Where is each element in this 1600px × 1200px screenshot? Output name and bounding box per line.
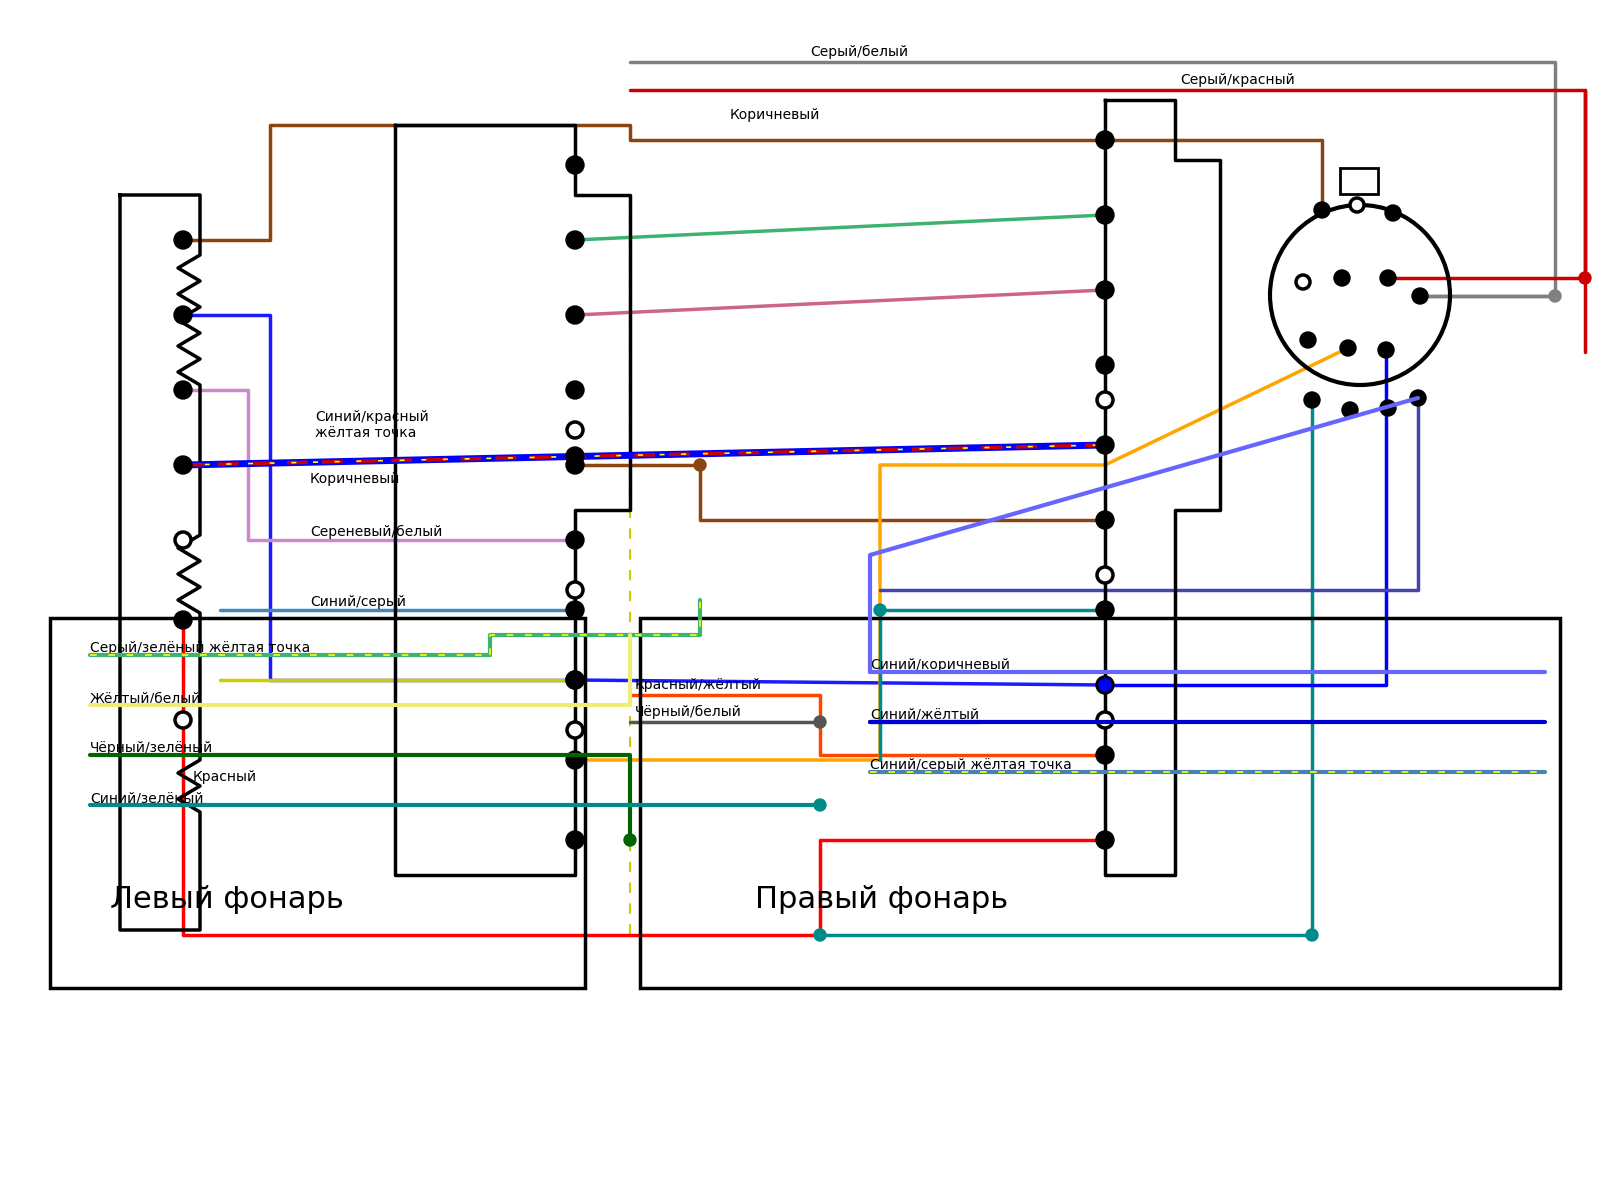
Circle shape bbox=[1386, 205, 1402, 221]
Circle shape bbox=[566, 156, 584, 174]
Circle shape bbox=[1342, 402, 1358, 418]
Circle shape bbox=[566, 382, 584, 398]
Bar bbox=[50, 618, 586, 988]
Circle shape bbox=[566, 422, 582, 438]
Circle shape bbox=[566, 751, 584, 769]
Circle shape bbox=[566, 230, 584, 248]
Circle shape bbox=[1096, 676, 1114, 694]
Circle shape bbox=[174, 456, 192, 474]
Text: Синий/зелёный: Синий/зелёный bbox=[90, 791, 203, 805]
Circle shape bbox=[1096, 511, 1114, 529]
Circle shape bbox=[694, 458, 706, 470]
Circle shape bbox=[1378, 342, 1394, 358]
Circle shape bbox=[1096, 356, 1114, 374]
Circle shape bbox=[566, 582, 582, 598]
Circle shape bbox=[566, 601, 584, 619]
Circle shape bbox=[814, 716, 826, 728]
Circle shape bbox=[566, 446, 584, 464]
Text: Синий/серый жёлтая точка: Синий/серый жёлтая точка bbox=[870, 758, 1072, 772]
Circle shape bbox=[566, 671, 584, 689]
Circle shape bbox=[1098, 712, 1114, 728]
Circle shape bbox=[1549, 290, 1562, 302]
Circle shape bbox=[174, 306, 192, 324]
Text: Чёрный/белый: Чёрный/белый bbox=[635, 704, 742, 719]
Text: Серый/белый: Серый/белый bbox=[810, 44, 909, 59]
Circle shape bbox=[1579, 272, 1590, 284]
Circle shape bbox=[174, 611, 192, 629]
Circle shape bbox=[1099, 679, 1110, 691]
Text: Синий/красный
жёлтая точка: Синий/красный жёлтая точка bbox=[315, 410, 429, 440]
Text: Синий/коричневый: Синий/коричневый bbox=[870, 658, 1010, 672]
Circle shape bbox=[566, 671, 584, 689]
Circle shape bbox=[1096, 436, 1114, 454]
Circle shape bbox=[1096, 131, 1114, 149]
Text: Красный/жёлтый: Красный/жёлтый bbox=[635, 678, 762, 692]
Circle shape bbox=[566, 456, 584, 474]
Text: Синий/серый: Синий/серый bbox=[310, 595, 406, 608]
Circle shape bbox=[1098, 392, 1114, 408]
Circle shape bbox=[174, 532, 190, 548]
Text: Красный: Красный bbox=[194, 770, 258, 784]
Circle shape bbox=[174, 712, 190, 728]
Circle shape bbox=[1314, 202, 1330, 218]
Circle shape bbox=[1098, 566, 1114, 583]
Circle shape bbox=[1096, 830, 1114, 850]
Circle shape bbox=[1096, 601, 1114, 619]
Circle shape bbox=[566, 306, 584, 324]
Circle shape bbox=[1379, 270, 1395, 286]
Text: Синий/жёлтый: Синий/жёлтый bbox=[870, 708, 979, 722]
Circle shape bbox=[1350, 198, 1363, 212]
Circle shape bbox=[814, 799, 826, 811]
Circle shape bbox=[814, 929, 826, 941]
Circle shape bbox=[1304, 392, 1320, 408]
Circle shape bbox=[1306, 929, 1318, 941]
Text: Коричневый: Коричневый bbox=[730, 108, 821, 122]
Circle shape bbox=[1410, 390, 1426, 406]
Bar bbox=[1341, 168, 1378, 194]
Text: Правый фонарь: Правый фонарь bbox=[755, 886, 1008, 914]
Bar bbox=[640, 618, 1560, 988]
Circle shape bbox=[1096, 746, 1114, 764]
Circle shape bbox=[1379, 400, 1395, 416]
Circle shape bbox=[1299, 332, 1315, 348]
Circle shape bbox=[566, 830, 584, 850]
Text: Серый/зелёный жёлтая точка: Серый/зелёный жёлтая точка bbox=[90, 641, 310, 655]
Circle shape bbox=[1413, 288, 1429, 304]
Text: Жёлтый/белый: Жёлтый/белый bbox=[90, 691, 202, 704]
Text: Сереневый/белый: Сереневый/белый bbox=[310, 526, 442, 539]
Text: Левый фонарь: Левый фонарь bbox=[110, 886, 344, 914]
Circle shape bbox=[1341, 340, 1357, 356]
Text: Чёрный/зелёный: Чёрный/зелёный bbox=[90, 740, 213, 755]
Circle shape bbox=[174, 382, 192, 398]
Circle shape bbox=[874, 604, 886, 616]
Circle shape bbox=[1096, 281, 1114, 299]
Circle shape bbox=[1334, 270, 1350, 286]
Circle shape bbox=[1296, 275, 1310, 289]
Circle shape bbox=[566, 530, 584, 550]
Text: Серый/красный: Серый/красный bbox=[1181, 73, 1294, 86]
Circle shape bbox=[174, 230, 192, 248]
Text: Коричневый: Коричневый bbox=[310, 472, 400, 486]
Circle shape bbox=[624, 834, 637, 846]
Circle shape bbox=[566, 722, 582, 738]
Circle shape bbox=[1096, 206, 1114, 224]
